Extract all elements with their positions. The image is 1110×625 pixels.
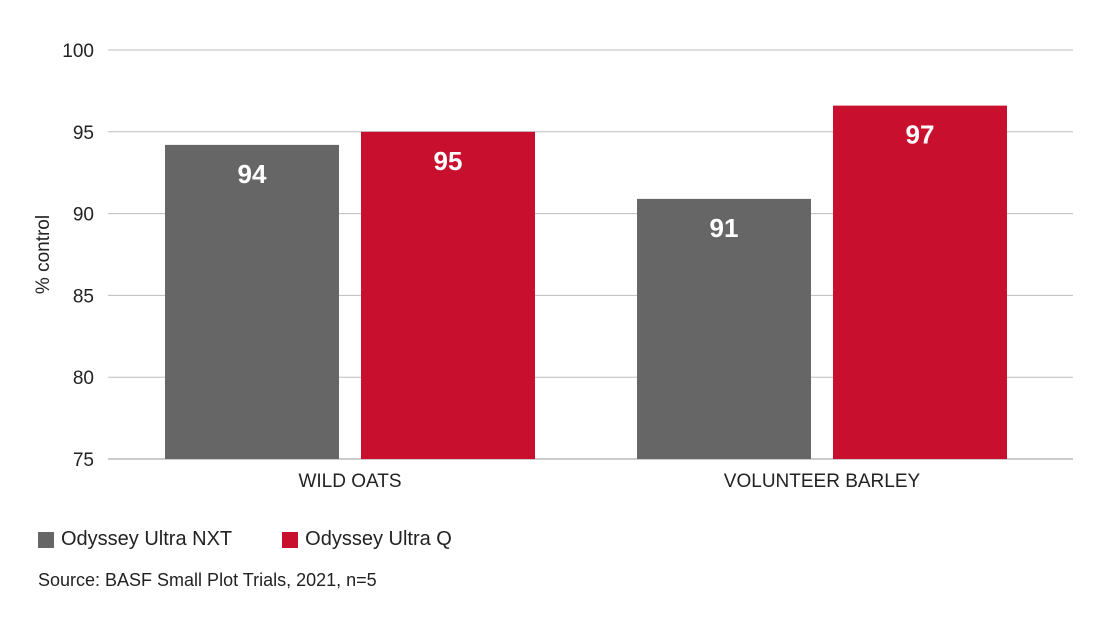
bar-label-1-1: 97	[906, 120, 935, 150]
x-tick-labels: WILD OATS VOLUNTEER BARLEY	[298, 471, 920, 492]
legend-swatch-nxt	[38, 531, 54, 548]
legend-label-nxt: Odyssey Ultra NXT	[61, 528, 233, 550]
y-tick-75: 75	[73, 450, 94, 471]
legend-swatch-q	[282, 531, 299, 548]
bar-1-1	[833, 105, 1007, 460]
bar-chart: 75 80 85 90 95 100 % control 94 95 91 97 WILD OA…	[33, 41, 1073, 492]
bars: 94 95 91 97	[165, 105, 1007, 460]
legend-label-q: Odyssey Ultra Q	[305, 528, 452, 550]
x-tick-1: VOLUNTEER BARLEY	[724, 471, 921, 492]
bar-label-1-0: 91	[710, 213, 739, 243]
y-tick-95: 95	[73, 123, 94, 144]
x-tick-0: WILD OATS	[298, 471, 401, 492]
y-tick-100: 100	[62, 41, 94, 62]
bar-label-0-1: 95	[434, 146, 463, 176]
bar-0-1	[361, 131, 535, 460]
y-axis-label: % control	[33, 215, 54, 294]
y-tick-85: 85	[73, 286, 94, 307]
legend-item-q: Odyssey Ultra Q	[282, 528, 452, 551]
legend-item-nxt: Odyssey Ultra NXT	[38, 528, 232, 551]
bar-0-0	[165, 144, 339, 459]
y-tick-labels: 75 80 85 90 95 100	[62, 41, 94, 471]
y-tick-90: 90	[73, 205, 94, 226]
bar-1-0	[637, 198, 811, 459]
legend: Odyssey Ultra NXT Odyssey Ultra Q	[38, 528, 502, 551]
source-note: Source: BASF Small Plot Trials, 2021, n=…	[38, 570, 377, 590]
y-tick-80: 80	[73, 368, 94, 389]
bar-label-0-0: 94	[238, 159, 267, 189]
